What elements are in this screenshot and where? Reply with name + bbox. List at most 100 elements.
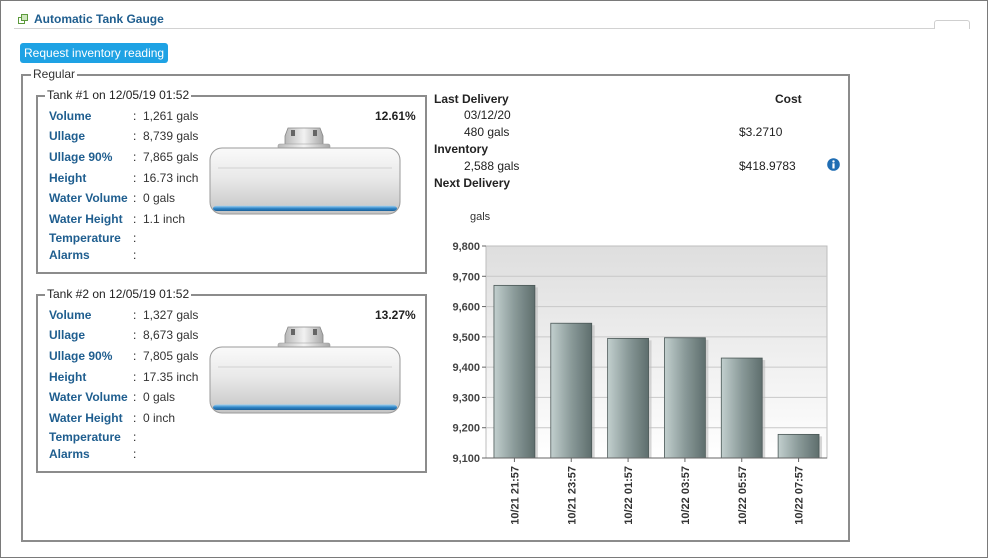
chart-bar <box>493 284 536 459</box>
tank-2-height: 17.35 inch <box>143 370 199 384</box>
cap-bolt <box>313 130 317 136</box>
panel-title: Automatic Tank Gauge <box>34 12 164 26</box>
tank-1-panel <box>36 95 427 274</box>
cap-bolt <box>313 329 317 335</box>
temperature-label: Temperature <box>49 231 121 245</box>
tank-body <box>209 346 401 414</box>
info-icon[interactable] <box>827 158 840 171</box>
tank-liquid <box>213 205 397 211</box>
tank-cap <box>284 326 324 346</box>
chart-x-tick-label: 10/22 03:57 <box>680 466 692 525</box>
tank-2-water-height: 0 inch <box>143 411 176 425</box>
chart-x-tick-label: 10/22 07:57 <box>794 466 806 525</box>
tank-2-alarms-row: Alarms: <box>49 447 137 461</box>
tank-1-ullage: 8,739 gals <box>143 129 199 143</box>
chart-bar <box>607 337 649 459</box>
tank-1-legend: Tank #1 on 12/05/19 01:52 <box>45 88 192 102</box>
inventory-cost: $418.9783 <box>739 159 796 173</box>
request-inventory-button[interactable]: Request inventory reading <box>20 43 169 63</box>
tank-2-volume-row: Volume:1,327 gals <box>49 308 199 322</box>
tank-1-percent: 12.61% <box>375 109 416 123</box>
chart-y-tick-label: 9,300 <box>452 392 480 404</box>
chart-y-tick-label: 9,200 <box>452 423 480 435</box>
regular-group <box>21 74 850 542</box>
chart-bar <box>720 357 763 459</box>
tank-2-water-volume-row: Water Volume:0 gals <box>49 390 176 404</box>
tank-1-height: 16.73 inch <box>143 171 199 185</box>
tank-2-ullage-row: Ullage:8,673 gals <box>49 328 199 342</box>
chart-x-tick-label: 10/22 01:57 <box>623 466 635 525</box>
tank-2-panel <box>36 294 427 473</box>
height-label: Height <box>49 370 87 384</box>
tank-1-temperature-row: Temperature: <box>49 231 137 245</box>
alarms-label: Alarms <box>49 447 90 461</box>
tank-liquid <box>213 404 397 410</box>
ullage-label: Ullage <box>49 328 86 342</box>
cost-header: Cost <box>775 92 802 106</box>
inventory-volume: 2,588 gals <box>464 159 520 173</box>
tank-1-ullage-row: Ullage:8,739 gals <box>49 129 199 143</box>
tank-body <box>209 147 401 215</box>
chart-y-tick-label: 9,700 <box>452 271 480 283</box>
tank-1-water-volume-row: Water Volume:0 gals <box>49 191 176 205</box>
panel-header: Automatic Tank Gauge <box>18 10 164 28</box>
tank-1-water-height: 1.1 inch <box>143 212 186 226</box>
header-divider <box>14 28 970 29</box>
tank-1-water-height-row: Water Height:1.1 inch <box>49 212 186 226</box>
inventory-history-chart: gals 9,100 9,200 9,300 9,400 9,500 9,600 9,700 9… <box>452 211 828 525</box>
tank-cap <box>284 127 324 147</box>
tank-1-ullage90: 7,865 gals <box>143 150 199 164</box>
alarms-label: Alarms <box>49 248 90 262</box>
tank-2-percent: 13.27% <box>375 308 416 322</box>
chart-x-tick-label: 10/22 05:57 <box>737 466 749 525</box>
volume-label: Volume <box>49 109 92 123</box>
stack-icon <box>18 14 28 24</box>
chart-y-axis-label: gals <box>470 211 491 223</box>
chart-bar <box>550 322 593 459</box>
cap-bolt <box>291 329 295 335</box>
chart-bar <box>664 337 706 459</box>
chart-y-tick-label: 9,500 <box>452 332 480 344</box>
chart-plot-area <box>485 245 828 459</box>
water-volume-label: Water Volume <box>49 191 128 205</box>
height-label: Height <box>49 171 87 185</box>
water-volume-label: Water Volume <box>49 390 128 404</box>
tank-2-legend: Tank #2 on 12/05/19 01:52 <box>45 287 192 301</box>
ullage90-label: Ullage 90% <box>49 150 113 164</box>
tank-1-alarms-row: Alarms: <box>49 248 137 262</box>
regular-group-legend: Regular <box>31 67 78 81</box>
inventory-label: Inventory <box>434 142 489 156</box>
tank-2-water-height-row: Water Height:0 inch <box>49 411 176 425</box>
tank-1-water-volume: 0 gals <box>143 191 176 205</box>
chart-x-tick-label: 10/21 23:57 <box>566 466 578 525</box>
next-delivery-label: Next Delivery <box>434 176 511 190</box>
header-tab[interactable] <box>934 20 970 29</box>
tank-2-ullage90-row: Ullage 90%:7,805 gals <box>49 349 199 363</box>
chart-y-tick-label: 9,800 <box>452 241 480 253</box>
chart-y-tick-label: 9,600 <box>452 302 480 314</box>
ullage90-label: Ullage 90% <box>49 349 113 363</box>
temperature-label: Temperature <box>49 430 121 444</box>
tank-1-ullage90-row: Ullage 90%:7,865 gals <box>49 150 199 164</box>
ullage-label: Ullage <box>49 129 86 143</box>
tank-2-temperature-row: Temperature: <box>49 430 137 444</box>
last-delivery-date: 03/12/20 <box>464 108 511 122</box>
chart-y-tick-label: 9,100 <box>452 453 480 465</box>
last-delivery-volume: 480 gals <box>464 125 510 139</box>
tank-1-volume-row: Volume:1,261 gals <box>49 109 199 123</box>
chart-x-tick-label: 10/21 21:57 <box>509 466 521 525</box>
tank-2-water-volume: 0 gals <box>143 390 176 404</box>
cap-bolt <box>291 130 295 136</box>
chart-y-tick-label: 9,400 <box>452 362 480 374</box>
tank-1-volume: 1,261 gals <box>143 109 199 123</box>
tank-2-height-row: Height:17.35 inch <box>49 370 199 384</box>
tank-1-height-row: Height:16.73 inch <box>49 171 199 185</box>
water-height-label: Water Height <box>49 411 123 425</box>
last-delivery-label: Last Delivery <box>434 92 509 106</box>
tank-2-ullage: 8,673 gals <box>143 328 199 342</box>
tank-2-ullage90: 7,805 gals <box>143 349 199 363</box>
last-delivery-cost: $3.2710 <box>739 125 783 139</box>
tank-1-graphic <box>209 127 401 215</box>
volume-label: Volume <box>49 308 92 322</box>
tank-2-graphic <box>209 326 401 414</box>
